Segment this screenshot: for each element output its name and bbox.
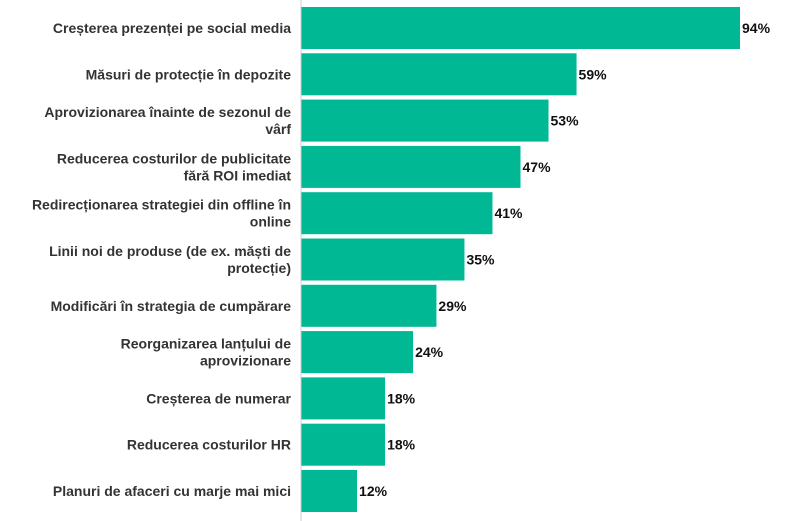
category-label-3: Reducerea costurilor de publicitate fără … bbox=[57, 150, 292, 183]
category-label-line: Măsuri de protecție în depozite bbox=[86, 66, 292, 82]
bar-1 bbox=[301, 53, 577, 96]
category-labels-group: Creșterea prezenței pe social media Măsur… bbox=[32, 20, 292, 499]
category-label-line: Creșterea de numerar bbox=[146, 390, 291, 406]
category-label-line: Aprovizionarea înainte de sezonul de bbox=[44, 104, 291, 120]
bar-4 bbox=[301, 192, 493, 235]
category-label-line: protecție) bbox=[227, 260, 291, 276]
category-label-line: Linii noi de produse (de ex. măști de bbox=[49, 243, 291, 259]
category-label-9: Reducerea costurilor HR bbox=[127, 437, 291, 453]
value-label-2: 53% bbox=[551, 113, 580, 129]
category-label-line: Reorganizarea lanțului de bbox=[121, 336, 292, 352]
value-label-8: 18% bbox=[387, 390, 416, 406]
value-label-7: 24% bbox=[415, 344, 444, 360]
category-label-line: Redirecționarea strategiei din offline î… bbox=[32, 197, 291, 213]
value-labels-group: 94% 59% 53% 47% 41% 35% 29% 24% 18% 18% 12% bbox=[359, 20, 771, 499]
category-label-4: Redirecționarea strategiei din offline î… bbox=[32, 197, 291, 230]
category-label-10: Planuri de afaceri cu marje mai mici bbox=[53, 483, 291, 499]
category-label-line: Reducerea costurilor de publicitate bbox=[57, 150, 291, 166]
bar-6 bbox=[301, 284, 437, 327]
category-label-line: vârf bbox=[265, 121, 291, 137]
bar-7 bbox=[301, 331, 414, 374]
value-label-9: 18% bbox=[387, 437, 416, 453]
category-label-0: Creșterea prezenței pe social media bbox=[53, 20, 291, 36]
bar-2 bbox=[301, 99, 549, 142]
value-label-4: 41% bbox=[494, 205, 523, 221]
category-label-line: Modificări în strategia de cumpărare bbox=[51, 298, 292, 314]
value-label-0: 94% bbox=[742, 20, 771, 36]
category-label-line: Planuri de afaceri cu marje mai mici bbox=[53, 483, 291, 499]
bar-5 bbox=[301, 238, 465, 281]
category-label-8: Creșterea de numerar bbox=[146, 390, 291, 406]
category-label-line: fără ROI imediat bbox=[184, 167, 292, 183]
bar-8 bbox=[301, 377, 386, 420]
value-label-1: 59% bbox=[579, 66, 608, 82]
bar-10 bbox=[301, 470, 358, 512]
bars-group bbox=[301, 7, 740, 512]
category-label-7: Reorganizarea lanțului de aprovizionare bbox=[121, 336, 292, 369]
category-label-1: Măsuri de protecție în depozite bbox=[86, 66, 292, 82]
category-label-line: online bbox=[250, 214, 291, 230]
value-label-5: 35% bbox=[466, 252, 495, 268]
category-label-5: Linii noi de produse (de ex. măști de pro… bbox=[49, 243, 291, 276]
value-label-6: 29% bbox=[438, 298, 467, 314]
bar-3 bbox=[301, 145, 521, 188]
bar-9 bbox=[301, 423, 386, 466]
value-label-3: 47% bbox=[523, 159, 552, 175]
category-label-line: Reducerea costurilor HR bbox=[127, 437, 291, 453]
value-label-10: 12% bbox=[359, 483, 388, 499]
category-label-line: aprovizionare bbox=[200, 353, 291, 369]
category-label-line: Creșterea prezenței pe social media bbox=[53, 20, 291, 36]
category-label-6: Modificări în strategia de cumpărare bbox=[51, 298, 292, 314]
category-label-2: Aprovizionarea înainte de sezonul de vârf bbox=[44, 104, 291, 137]
bar-0 bbox=[301, 7, 740, 49]
